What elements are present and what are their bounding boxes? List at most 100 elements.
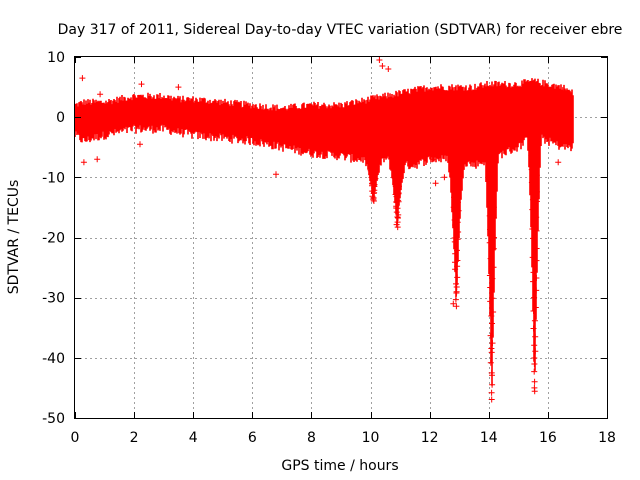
dip-marker: [529, 226, 536, 232]
dip-marker: [373, 157, 380, 164]
dip-marker: [392, 183, 399, 190]
x-tick-label: 8: [307, 430, 316, 446]
y-tick-label: 0: [56, 110, 65, 126]
dip-marker: [455, 207, 462, 214]
spike-marker: [555, 159, 562, 166]
dip-marker: [452, 296, 459, 303]
spike-marker: [80, 159, 87, 166]
dip-marker: [533, 188, 540, 195]
spike-marker: [432, 180, 439, 187]
dip-marker: [531, 342, 538, 349]
dip-marker: [489, 320, 495, 327]
dip-marker: [451, 194, 457, 201]
spike-marker: [175, 84, 182, 91]
dip-marker: [393, 209, 400, 216]
dip-marker: [490, 264, 497, 271]
dip-marker: [533, 227, 540, 234]
dip-marker: [486, 151, 493, 158]
dip-marker: [531, 361, 538, 367]
dip-marker: [450, 159, 457, 166]
dip-marker: [528, 152, 535, 159]
spike-marker: [429, 156, 436, 163]
x-tick-label: 12: [421, 430, 439, 446]
dip-marker: [491, 215, 497, 221]
dip-marker: [393, 205, 400, 211]
dip-marker: [490, 245, 497, 252]
dip-marker: [451, 238, 458, 245]
dip-marker: [533, 257, 540, 264]
dip-marker: [488, 389, 495, 396]
x-tick-label: 4: [189, 430, 198, 446]
y-tick-label: -30: [42, 291, 65, 307]
dip-marker: [452, 222, 459, 228]
dip-marker: [453, 288, 460, 295]
x-tick-label: 0: [71, 430, 80, 446]
dip-marker: [456, 164, 463, 171]
dip-marker: [532, 348, 539, 355]
dip-marker: [533, 245, 540, 252]
dip-marker: [486, 193, 493, 200]
dip-marker: [487, 332, 494, 339]
dip-marker: [390, 156, 397, 163]
y-tick-label: -50: [42, 411, 65, 427]
dip-marker: [454, 199, 461, 206]
dip-marker: [530, 278, 537, 285]
dip-marker: [487, 226, 494, 233]
dip-marker: [488, 349, 495, 356]
dip-marker: [531, 388, 538, 395]
dip-marker: [452, 259, 458, 266]
spike-marker: [79, 75, 86, 82]
x-tick-label: 6: [248, 430, 257, 446]
dip-marker: [532, 304, 539, 311]
spike-marker: [379, 63, 386, 69]
dip-marker: [394, 214, 401, 220]
dip-marker: [372, 167, 379, 174]
dip-marker: [531, 368, 538, 375]
dip-marker: [369, 182, 375, 189]
dip-marker: [449, 150, 456, 157]
dip-marker: [367, 165, 374, 172]
y-tick-label: 10: [47, 50, 65, 66]
dip-marker: [391, 167, 398, 174]
dip-marker: [533, 172, 540, 179]
dip-marker: [531, 355, 538, 361]
spike-marker: [137, 141, 143, 148]
dip-marker: [490, 309, 497, 315]
dip-marker: [393, 193, 400, 200]
dip-marker: [490, 234, 497, 241]
dip-marker: [531, 294, 538, 301]
dip-marker: [486, 178, 493, 185]
y-axis-label: SDTVAR / TECUs: [6, 180, 22, 295]
spike-marker: [559, 87, 566, 94]
x-tick-label: 2: [130, 430, 139, 446]
dip-marker: [488, 313, 495, 319]
dip-marker: [394, 224, 401, 231]
dip-marker: [455, 155, 462, 162]
dip-marker: [533, 214, 540, 221]
dip-marker: [528, 179, 535, 186]
dip-marker: [396, 169, 403, 176]
dip-marker: [490, 173, 497, 180]
chart-title: Day 317 of 2011, Sidereal Day-to-day VTE…: [58, 22, 623, 38]
dip-marker: [395, 198, 402, 205]
dip-marker: [530, 235, 536, 242]
dip-marker: [487, 255, 494, 262]
dip-marker: [489, 381, 496, 388]
x-tick-label: 16: [539, 430, 557, 446]
dip-marker: [450, 189, 457, 196]
spike-marker: [138, 81, 145, 88]
dip-marker: [455, 184, 462, 191]
spike-marker: [97, 91, 104, 98]
dip-marker: [486, 212, 493, 219]
dip-marker: [392, 175, 399, 182]
tick-layer: 0 2 4 6 8 10 12 14 16 18 -50 -40 -30 -20 -10 0 10: [42, 50, 616, 446]
dip-marker: [367, 157, 374, 164]
x-tick-label: 14: [480, 430, 498, 446]
dip-marker: [530, 269, 537, 276]
dip-marker: [531, 317, 538, 324]
spike-marker: [441, 174, 448, 181]
dip-marker: [529, 206, 536, 213]
dip-marker: [489, 295, 496, 302]
